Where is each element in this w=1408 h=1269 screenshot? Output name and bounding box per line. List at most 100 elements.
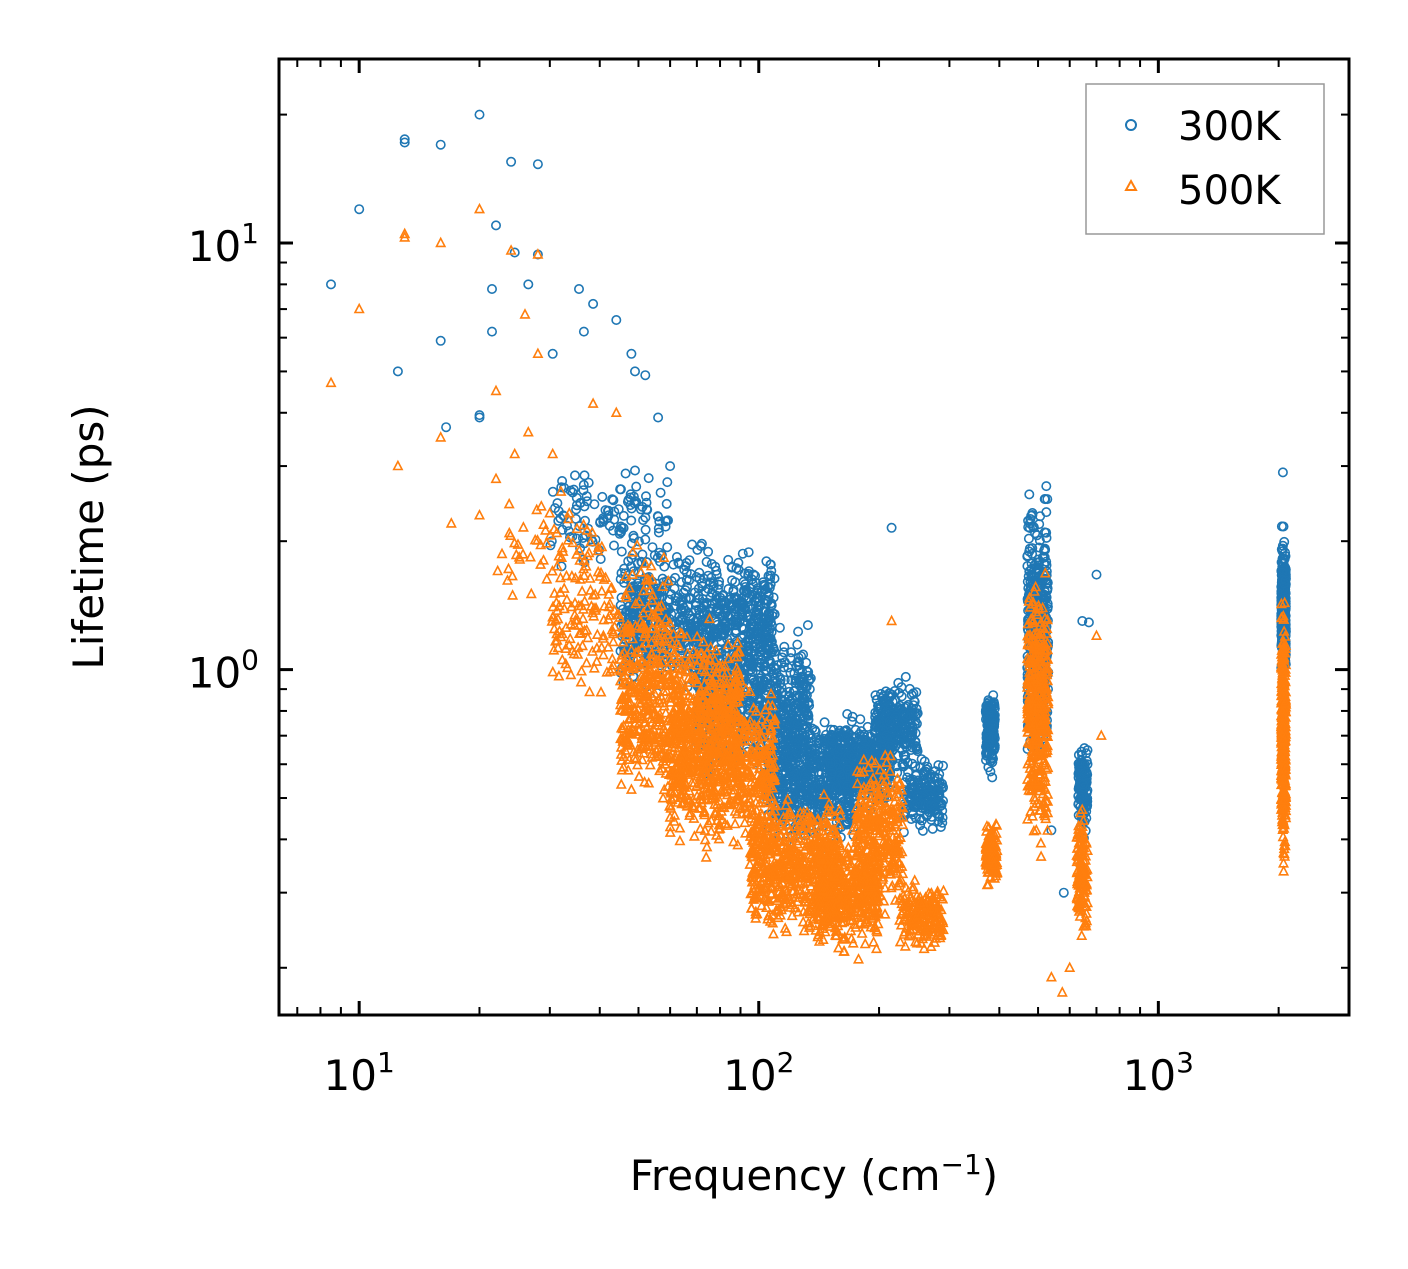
point-500k bbox=[546, 564, 558, 576]
point-300k bbox=[602, 505, 613, 516]
point-300k bbox=[614, 528, 625, 539]
point-300k bbox=[802, 620, 813, 631]
point-300k bbox=[523, 279, 534, 290]
point-300k bbox=[819, 717, 830, 728]
point-500k bbox=[576, 585, 588, 596]
point-300k bbox=[1091, 569, 1102, 580]
point-300k bbox=[770, 677, 781, 688]
point-300k bbox=[779, 641, 790, 652]
point-300k bbox=[631, 496, 642, 507]
point-300k bbox=[753, 614, 764, 625]
point-300k bbox=[620, 468, 631, 479]
point-300k bbox=[552, 498, 563, 509]
point-500k bbox=[525, 587, 537, 599]
point-300k bbox=[616, 546, 627, 557]
point-300k bbox=[696, 578, 707, 589]
point-300k bbox=[615, 484, 626, 495]
point-500k bbox=[509, 447, 521, 459]
point-300k bbox=[571, 492, 582, 503]
point-300k bbox=[712, 584, 723, 595]
point-300k bbox=[784, 696, 795, 707]
point-500k bbox=[607, 635, 619, 647]
point-300k bbox=[773, 698, 784, 709]
series-500k bbox=[325, 202, 1292, 997]
point-300k bbox=[1041, 507, 1052, 518]
point-300k bbox=[557, 475, 568, 486]
point-300k bbox=[486, 326, 497, 337]
point-300k bbox=[615, 574, 626, 585]
point-500k bbox=[548, 587, 561, 598]
point-300k bbox=[694, 567, 705, 578]
point-500k bbox=[886, 614, 898, 626]
point-500k bbox=[1045, 970, 1057, 982]
point-500k bbox=[503, 497, 515, 509]
point-300k bbox=[680, 605, 691, 616]
point-300k bbox=[711, 569, 722, 580]
point-300k bbox=[723, 583, 734, 594]
point-300k bbox=[579, 501, 590, 512]
point-300k bbox=[561, 520, 572, 531]
point-500k bbox=[519, 308, 531, 319]
point-300k bbox=[556, 482, 567, 493]
point-300k bbox=[855, 714, 866, 725]
point-300k bbox=[760, 665, 771, 676]
point-300k bbox=[803, 666, 814, 677]
point-300k bbox=[662, 542, 673, 553]
point-500k bbox=[584, 685, 596, 697]
point-300k bbox=[804, 684, 815, 695]
point-300k bbox=[775, 678, 786, 689]
point-500k bbox=[558, 582, 570, 593]
point-300k bbox=[695, 540, 706, 551]
point-300k bbox=[568, 484, 579, 495]
point-300k bbox=[793, 699, 804, 710]
point-300k bbox=[711, 565, 722, 576]
point-500k bbox=[496, 547, 508, 559]
point-300k bbox=[759, 647, 770, 658]
point-300k bbox=[721, 597, 732, 608]
point-300k bbox=[689, 587, 700, 598]
point-300k bbox=[765, 647, 776, 658]
point-500k bbox=[554, 571, 567, 583]
point-300k bbox=[660, 516, 671, 527]
point-300k bbox=[730, 577, 741, 588]
point-500k bbox=[1090, 629, 1103, 641]
point-300k bbox=[793, 706, 804, 717]
point-300k bbox=[640, 491, 651, 502]
point-300k bbox=[618, 510, 629, 521]
point-300k bbox=[556, 561, 567, 572]
point-300k bbox=[626, 348, 637, 359]
point-300k bbox=[771, 668, 782, 679]
point-300k bbox=[649, 550, 660, 561]
point-300k bbox=[474, 410, 485, 421]
point-500k bbox=[490, 384, 502, 396]
point-300k bbox=[766, 600, 777, 611]
point-300k bbox=[731, 563, 742, 574]
point-500k bbox=[532, 347, 544, 359]
point-300k bbox=[733, 557, 744, 568]
point-300k bbox=[754, 596, 765, 607]
point-300k bbox=[660, 521, 671, 532]
point-300k bbox=[629, 366, 640, 377]
point-500k bbox=[625, 783, 637, 794]
point-300k bbox=[769, 609, 780, 620]
point-300k bbox=[785, 715, 796, 726]
point-300k bbox=[474, 109, 485, 120]
point-300k bbox=[751, 627, 762, 638]
point-300k bbox=[640, 524, 651, 535]
point-300k bbox=[746, 621, 757, 632]
point-300k bbox=[655, 487, 666, 498]
point-300k bbox=[716, 636, 727, 647]
point-300k bbox=[703, 546, 714, 557]
point-500k bbox=[502, 562, 515, 574]
point-500k bbox=[544, 506, 556, 518]
point-300k bbox=[743, 547, 754, 558]
point-300k bbox=[752, 608, 763, 619]
point-300k bbox=[627, 612, 638, 623]
point-300k bbox=[392, 366, 403, 377]
point-300k bbox=[506, 156, 517, 167]
point-300k bbox=[1023, 533, 1034, 544]
point-300k bbox=[696, 614, 707, 625]
point-300k bbox=[490, 220, 501, 231]
point-300k bbox=[786, 647, 797, 658]
point-300k bbox=[676, 613, 687, 624]
